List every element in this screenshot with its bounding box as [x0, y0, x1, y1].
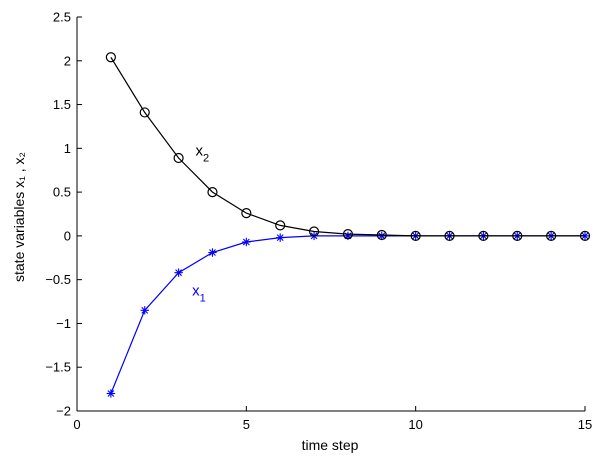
- data-point: [105, 52, 116, 63]
- data-point: [512, 230, 523, 241]
- y-tick-label: −1: [56, 316, 71, 331]
- series-annotation-2: x1: [192, 282, 206, 304]
- data-point: [444, 230, 455, 241]
- y-tick-label: 2.5: [53, 10, 71, 25]
- marker-stroke: [209, 249, 216, 256]
- data-point: [376, 229, 387, 241]
- data-point: [241, 208, 252, 219]
- y-axis-label: state variables x₁ , x₂: [11, 152, 27, 282]
- data-point: [308, 226, 320, 237]
- data-point: [410, 230, 421, 241]
- y-tick-label: −0.5: [45, 272, 71, 287]
- y-tick-label: 0: [64, 228, 71, 243]
- data-point: [478, 230, 489, 241]
- data-point: [207, 187, 218, 198]
- series-layer: [105, 52, 591, 398]
- y-tick-label: 0.5: [53, 185, 71, 200]
- marker-stroke: [107, 390, 115, 397]
- data-point: [342, 229, 354, 240]
- series-annotation-1: x2: [196, 142, 210, 164]
- data-point: [276, 233, 285, 242]
- data-point: [174, 268, 183, 277]
- series-line: [110, 235, 585, 394]
- y-tick-label: 2: [64, 53, 71, 68]
- data-point: [275, 220, 286, 231]
- marker-stroke: [378, 232, 386, 240]
- data-point: [139, 107, 150, 118]
- annotation-layer: x2 x1: [192, 142, 209, 304]
- data-point: [208, 248, 217, 257]
- marker-stroke: [175, 269, 183, 277]
- axes: 0 5 10 15 −2 −1.5 −1 −0.5 0 0.5 1 1.5 2 2.5: [45, 10, 592, 433]
- x-tick-label: 5: [243, 417, 250, 432]
- y-tick-label: −2: [56, 404, 71, 419]
- y-tick-label: 1.5: [53, 97, 71, 112]
- data-point: [140, 306, 149, 315]
- data-point: [173, 152, 184, 164]
- x-tick-label: 10: [408, 417, 422, 432]
- y-tick-label: −1.5: [45, 360, 71, 375]
- data-point: [579, 230, 591, 241]
- x-axis-label: time step: [302, 437, 359, 453]
- marker-stroke: [141, 306, 149, 314]
- marker-stroke: [242, 238, 250, 246]
- data-point: [377, 231, 386, 241]
- x-tick-label: 15: [578, 417, 592, 432]
- data-point: [106, 389, 116, 398]
- x-tick-label: 0: [73, 417, 80, 432]
- y-tick-label: 1: [64, 141, 71, 156]
- series-1: [106, 231, 590, 398]
- marker-stroke: [276, 234, 284, 242]
- series-line: [110, 56, 585, 237]
- data-point: [242, 237, 251, 247]
- series-2: [105, 52, 591, 241]
- data-point: [546, 230, 557, 241]
